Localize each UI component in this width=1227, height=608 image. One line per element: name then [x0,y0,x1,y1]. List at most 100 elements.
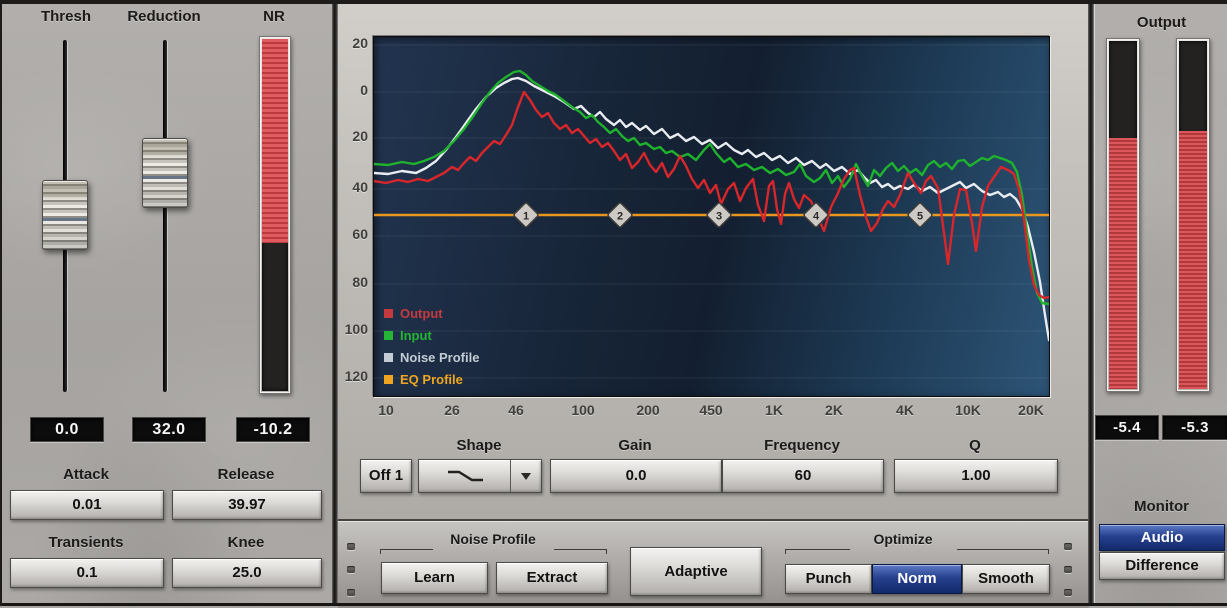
nr-meter-fill [262,39,288,244]
output-meter-right [1176,38,1210,392]
x-tick-label: 1K [765,402,783,418]
output-curve [374,90,1049,300]
nr-value-display: -10.2 [236,417,310,442]
bottom-toolbar: Noise Profile Learn Extract Adaptive Opt… [338,519,1089,608]
y-tick-label: 20 [352,35,368,51]
thresh-label: Thresh [40,8,91,25]
knee-label: Knee [227,534,265,551]
learn-button[interactable]: Learn [381,562,488,594]
y-tick-label: 120 [344,368,368,384]
extract-button[interactable]: Extract [496,562,608,594]
output-meter-left [1106,38,1140,392]
panel-divider [332,0,338,606]
noise-profile-curve [374,76,1049,342]
spectrum-plot[interactable]: 1 2 3 4 5 Output Input Noise Profile EQ Profile [373,36,1050,397]
y-axis: 20 0 20 40 60 80 100 120 [338,0,372,400]
group-bracket [957,549,1049,554]
group-bracket [380,549,433,554]
reduction-fader-cap[interactable] [142,138,188,208]
thresh-value-display[interactable]: 0.0 [30,417,104,442]
group-bracket [554,549,607,554]
y-tick-label: 80 [352,274,368,290]
reduction-label: Reduction [127,8,201,25]
screw-icon [347,566,355,573]
legend-item: EQ Profile [384,368,479,390]
q-value-box[interactable]: 1.00 [894,459,1058,493]
frequency-label: Frequency [764,437,840,454]
band-select-button[interactable]: Off 1 [360,459,412,493]
legend-swatch-icon [384,374,393,384]
adaptive-button[interactable]: Adaptive [630,547,762,596]
monitor-label: Monitor [1134,498,1189,515]
output-panel: Output -5.4 -5.3 Monitor Audio Differenc… [1094,0,1227,606]
screw-icon [347,543,355,550]
y-tick-label: 0 [360,82,368,98]
lowpass-shape-icon [419,460,511,492]
thresh-fader-cap[interactable] [42,180,88,250]
frequency-value-box[interactable]: 60 [722,459,884,493]
nr-meter-well [262,39,288,391]
optimize-punch-button[interactable]: Punch [785,564,872,594]
nr-label: NR [263,8,285,25]
optimize-smooth-button[interactable]: Smooth [962,564,1050,594]
legend-item: Input [384,324,479,346]
svg-text:1: 1 [523,211,529,223]
eq-band-marker[interactable]: 5 [907,202,933,228]
legend-item: Noise Profile [384,346,479,368]
output-meter-fill-right [1179,131,1207,389]
eq-band-marker[interactable]: 4 [803,202,829,228]
x-tick-label: 100 [571,402,595,418]
reduction-value-display[interactable]: 32.0 [132,417,206,442]
eq-band-marker[interactable]: 3 [706,202,732,228]
y-tick-label: 60 [352,226,368,242]
legend-item: Output [384,302,479,324]
optimize-norm-button[interactable]: Norm [872,564,962,594]
output-right-value-display: -5.3 [1162,415,1227,440]
x-tick-label: 200 [636,402,660,418]
output-meter-fill-left [1109,138,1137,389]
gain-value-box[interactable]: 0.0 [550,459,722,493]
group-bracket [785,549,850,554]
spectrum-svg[interactable]: 1 2 3 4 5 [374,37,1049,396]
shape-dropdown[interactable] [418,459,542,493]
x-tick-label: 10 [378,402,394,418]
x-tick-label: 2K [825,402,843,418]
screw-icon [347,589,355,596]
legend-swatch-icon [384,352,393,362]
input-curve [374,69,1049,306]
plot-legend: Output Input Noise Profile EQ Profile [384,302,479,390]
chassis-edge [0,603,1227,606]
svg-text:3: 3 [716,211,722,223]
reduction-fader-track[interactable] [163,40,167,392]
monitor-difference-button[interactable]: Difference [1099,552,1225,580]
panel-divider [1088,0,1094,606]
x-tick-label: 26 [444,402,460,418]
monitor-audio-button[interactable]: Audio [1099,524,1225,551]
eq-band-marker[interactable]: 2 [607,202,633,228]
screw-icon [1064,589,1072,596]
attack-value-box[interactable]: 0.01 [10,490,164,520]
transients-value-box[interactable]: 0.1 [10,558,164,588]
y-tick-label: 20 [352,128,368,144]
chevron-down-icon[interactable] [511,460,541,492]
nr-meter [259,36,291,394]
knee-value-box[interactable]: 25.0 [172,558,322,588]
chassis-edge [0,0,1227,4]
transients-label: Transients [48,534,124,551]
release-value-box[interactable]: 39.97 [172,490,322,520]
x-tick-label: 10K [955,402,981,418]
output-label: Output [1136,14,1187,31]
svg-text:2: 2 [617,211,623,223]
legend-swatch-icon [384,308,393,318]
x-tick-label: 450 [699,402,723,418]
optimize-group-label: Optimize [873,531,933,547]
x-tick-label: 20K [1018,402,1044,418]
noise-profile-group-label: Noise Profile [450,531,536,547]
release-label: Release [217,466,275,483]
eq-band-marker[interactable]: 1 [513,202,539,228]
svg-text:5: 5 [917,211,923,223]
shape-label: Shape [456,437,502,454]
x-tick-label: 4K [896,402,914,418]
x-tick-label: 46 [508,402,524,418]
